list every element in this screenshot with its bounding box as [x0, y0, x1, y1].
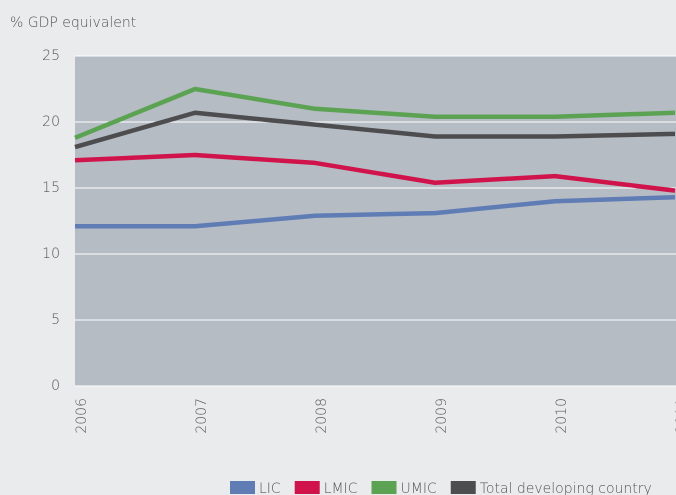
- y-tick-label: 5: [51, 312, 60, 328]
- y-axis-label: % GDP equivalent: [10, 15, 136, 31]
- plot-area: [75, 56, 676, 386]
- series-line: [74, 86, 676, 140]
- series-line: [74, 110, 676, 150]
- y-tick-label: 20: [42, 114, 60, 130]
- legend-label: LIC: [259, 481, 281, 495]
- series-line: [75, 194, 676, 229]
- y-tick-label: 0: [51, 378, 60, 394]
- legend-swatch: [371, 481, 397, 494]
- series-line: [74, 152, 676, 193]
- legend-swatch: [450, 481, 476, 494]
- legend-label: LMIC: [324, 481, 358, 495]
- x-tick-label: 2008: [314, 398, 330, 434]
- legend-swatch: [294, 481, 320, 494]
- legend-swatch: [230, 481, 255, 494]
- legend-label: UMIC: [401, 481, 437, 495]
- y-tick-label: 25: [42, 48, 60, 64]
- legend-label: Total developing country: [480, 481, 652, 495]
- x-tick-label: 2009: [434, 398, 450, 434]
- y-tick-label: 10: [42, 246, 60, 262]
- x-tick-label: 2010: [554, 398, 570, 434]
- x-tick-label: 2011: [674, 398, 676, 434]
- y-tick-label: 15: [42, 180, 60, 196]
- x-tick-label: 2007: [194, 398, 210, 434]
- x-tick-label: 2006: [74, 398, 90, 434]
